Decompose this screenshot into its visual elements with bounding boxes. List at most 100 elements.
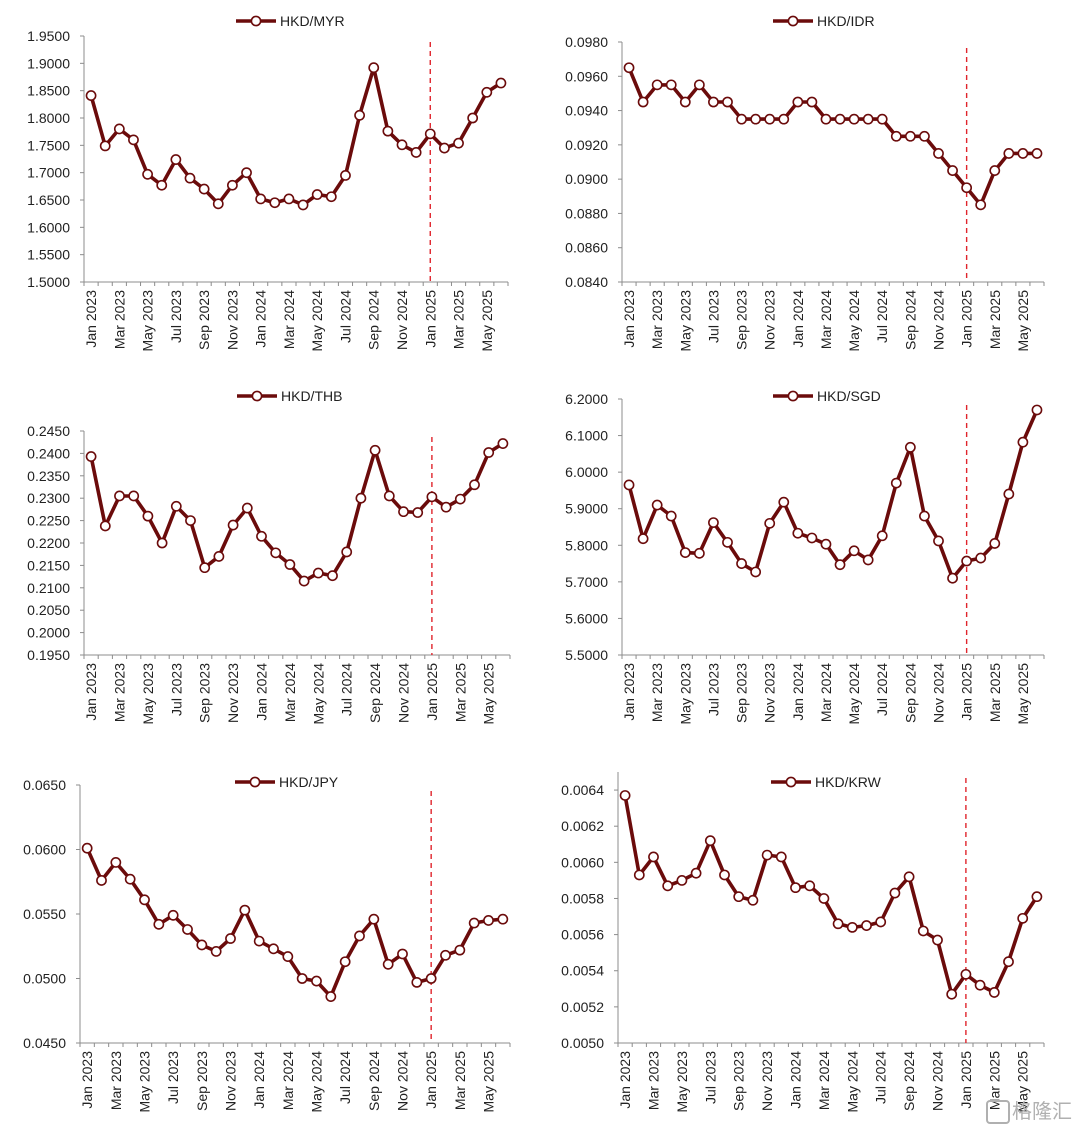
chart-2-x-tick-label: May 2025	[1015, 290, 1031, 352]
chart-2-x-tick-label: Nov 2023	[762, 290, 778, 350]
chart-6-x-tick-label: Mar 2023	[646, 1051, 662, 1110]
chart-4-data-point	[1031, 404, 1043, 416]
chart-5-x-tick-label: May 2024	[309, 1051, 325, 1113]
chart-6-data-point	[917, 925, 929, 937]
chart-3-data-point	[383, 490, 395, 502]
chart-3-legend-marker	[251, 390, 263, 402]
chart-1-x-tick-label: Jan 2024	[253, 290, 269, 348]
chart-5-y-tick-label: 0.0600	[23, 842, 66, 858]
chart-6-x-tick-label: Mar 2024	[816, 1051, 832, 1110]
chart-3-y-tick-label: 0.2100	[27, 580, 70, 596]
chart-6-data-point	[974, 979, 986, 991]
chart-5-x-tick-label: Jan 2025	[423, 1051, 439, 1109]
chart-5-x-tick-label: May 2023	[137, 1051, 153, 1113]
chart-5-y-tick-label: 0.0500	[23, 971, 66, 987]
chart-3-x-tick-label: Nov 2023	[225, 663, 241, 723]
chart-4-data-point	[862, 554, 874, 566]
chart-2-y-tick-label: 0.0860	[565, 240, 608, 256]
chart-1-series-line	[89, 65, 502, 207]
chart-6-legend-label: HKD/KRW	[815, 774, 882, 790]
chart-1-data-point	[283, 193, 295, 205]
chart-4-data-point	[961, 555, 973, 567]
chart-3-x-tick-label: Sep 2023	[197, 663, 213, 723]
chart-3-legend-label: HKD/THB	[281, 388, 342, 404]
chart-1-data-point	[198, 183, 210, 195]
chart-3-y-tick-label: 0.2050	[27, 602, 70, 618]
chart-3-data-point	[199, 562, 211, 574]
chart-2-x-tick-label: Sep 2024	[902, 290, 918, 350]
chart-5-x-tick-label: Jul 2023	[165, 1051, 181, 1104]
chart-4-data-point	[806, 532, 818, 544]
chart-4-data-point	[665, 510, 677, 522]
chart-6-data-point	[676, 875, 688, 886]
chart-5-x-tick-label: Mar 2025	[452, 1051, 468, 1110]
chart-3-data-point	[85, 451, 97, 462]
chart-6-y-tick-label: 0.0052	[561, 999, 604, 1015]
chart-5-data-point	[382, 958, 394, 970]
chart-4-x-tick-label: May 2024	[846, 663, 862, 725]
chart-2-data-point	[876, 113, 888, 125]
chart-4-x-tick-label: Sep 2024	[902, 663, 918, 723]
chart-1-y-tick-label: 1.7000	[27, 165, 70, 181]
chart-2-x-tick-label: Jan 2025	[959, 290, 975, 348]
chart-5-data-point	[425, 973, 437, 984]
chart-2-data-point	[947, 165, 958, 176]
chart-1-data-point	[325, 191, 337, 203]
chart-3-data-point	[327, 570, 338, 582]
chart-6-data-point	[818, 893, 830, 904]
chart-2-x-tick-label: Jan 2023	[621, 290, 637, 348]
chart-1-legend-marker	[250, 15, 262, 27]
chart-3-y-tick-label: 0.2150	[27, 557, 70, 573]
chart-6-y-tick-label: 0.0054	[561, 963, 604, 979]
chart-1-x-tick-label: Jan 2023	[83, 290, 99, 348]
chart-2-data-point	[693, 79, 705, 91]
chart-4-data-point	[778, 496, 790, 508]
chart-4-data-point	[1017, 436, 1029, 448]
chart-5-data-point	[196, 939, 208, 951]
chart-5-data-point	[296, 973, 308, 984]
chart-3-y-tick-label: 0.1950	[27, 647, 70, 663]
chart-5-x-tick-label: Nov 2024	[395, 1051, 411, 1111]
chart-6-data-point	[648, 851, 659, 863]
chart-2-y-tick-label: 0.0880	[565, 205, 608, 221]
chart-2-data-point	[679, 96, 691, 108]
chart-5-data-point	[368, 913, 380, 925]
chart-2-y-tick-label: 0.0840	[565, 274, 608, 290]
chart-6-y-tick-label: 0.0064	[561, 782, 604, 798]
chart-2-data-point	[975, 199, 987, 211]
chart-1-x-tick-label: Jul 2023	[168, 290, 184, 343]
chart-2-data-point	[862, 113, 874, 125]
chart-6-data-point	[889, 887, 901, 899]
chart-2-x-tick-label: Jan 2024	[790, 290, 806, 348]
chart-2-x-tick-label: Nov 2024	[931, 290, 947, 350]
chart-6-data-point	[704, 835, 716, 847]
chart-2-data-point	[1031, 148, 1043, 159]
chart-2-x-tick-label: Mar 2023	[649, 290, 665, 349]
chart-2-data-point	[792, 96, 804, 108]
chart-1-x-tick-label: May 2023	[140, 290, 156, 352]
chart-4-x-tick-label: Jan 2025	[959, 663, 975, 721]
chart-5-data-point	[311, 975, 322, 987]
chart-1-x-tick-label: Jan 2025	[422, 290, 438, 348]
chart-5-data-point	[325, 991, 337, 1002]
chart-3-y-tick-label: 0.2000	[27, 625, 70, 641]
chart-2-x-tick-label: Sep 2023	[734, 290, 750, 350]
chart-4-y-tick-label: 6.0000	[565, 464, 608, 480]
chart-2-data-point	[806, 96, 818, 108]
chart-6-x-tick-label: Sep 2024	[901, 1051, 917, 1111]
chart-2-x-tick-label: May 2023	[677, 290, 693, 352]
chart-6-y-tick-label: 0.0058	[561, 890, 604, 906]
chart-1-data-point	[113, 123, 125, 135]
chart-1-data-point	[424, 128, 436, 140]
chart-4-data-point	[651, 499, 663, 511]
chart-4-data-point	[693, 547, 705, 559]
chart-2-data-point	[904, 130, 916, 142]
chart-2-data-point	[820, 113, 832, 125]
chart-3-x-tick-label: Jan 2024	[254, 663, 270, 721]
chart-5-data-point	[96, 875, 107, 886]
chart-1-y-tick-label: 1.6500	[27, 192, 70, 208]
chart-4-data-point	[890, 477, 902, 489]
chart-1-data-point	[226, 179, 238, 191]
chart-2-data-point	[848, 113, 860, 125]
chart-1-data-point	[269, 197, 281, 209]
